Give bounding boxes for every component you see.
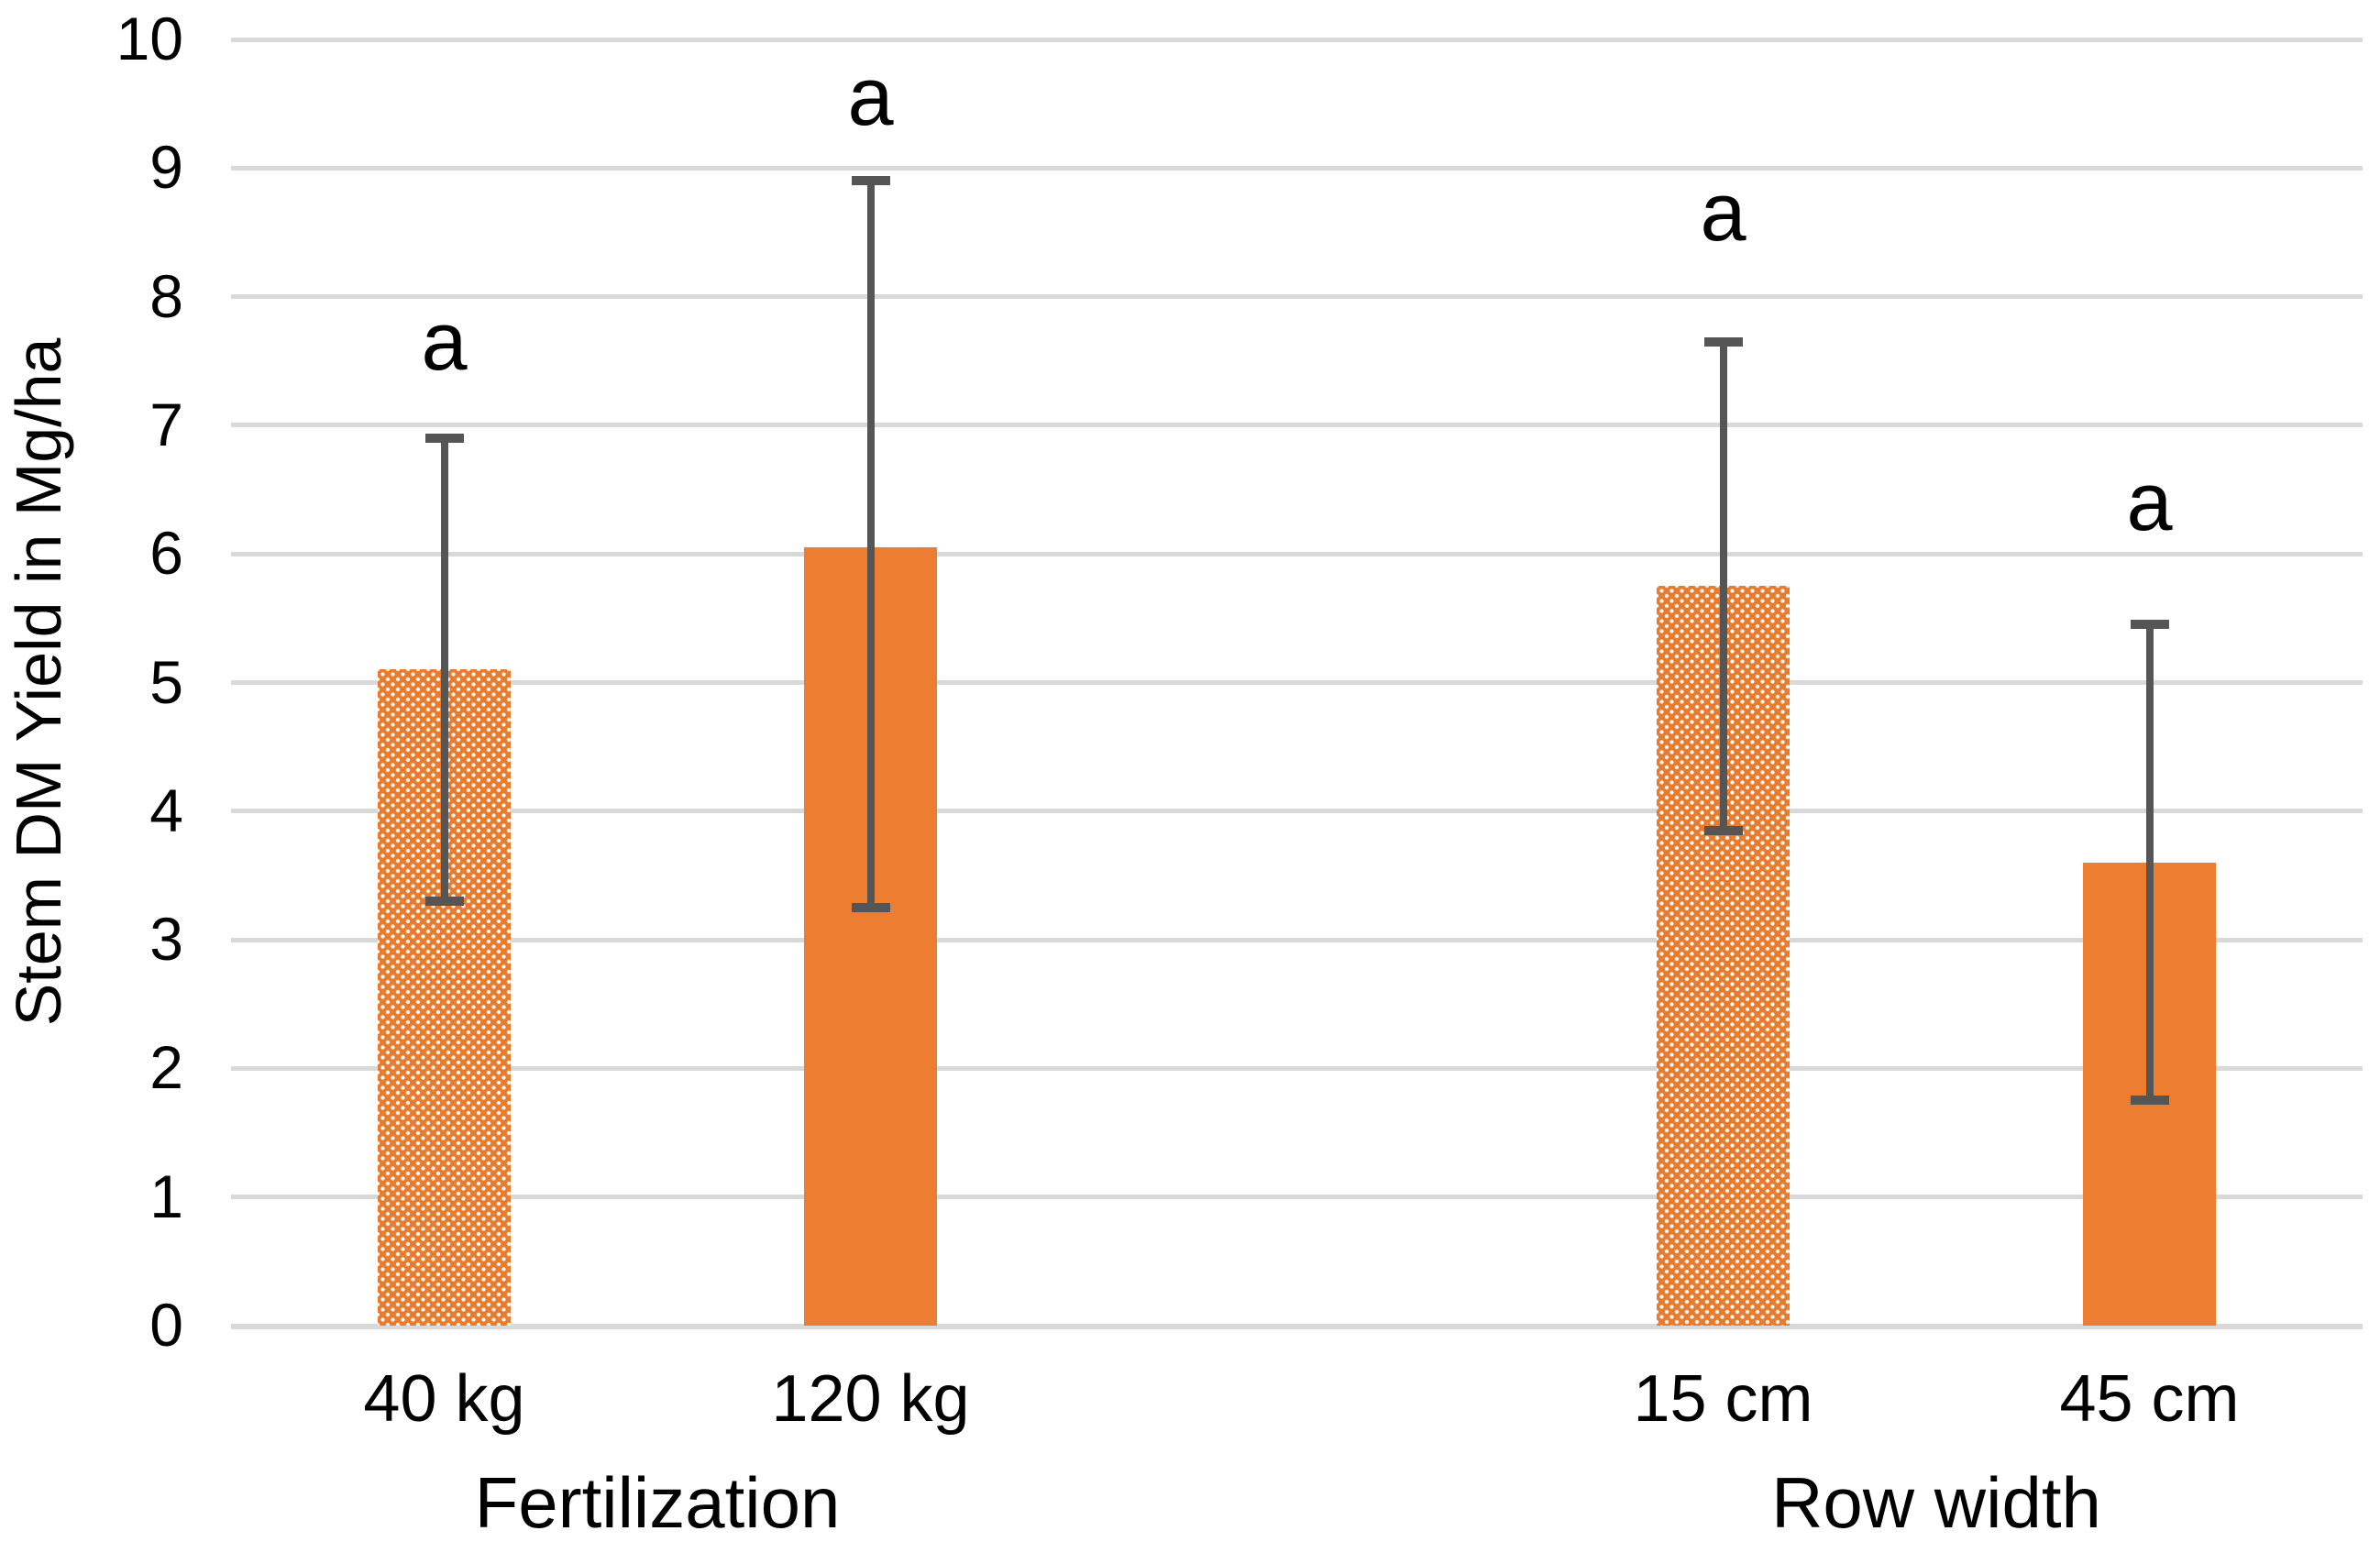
gridline	[231, 37, 2363, 42]
group-label: Row width	[1771, 1462, 2101, 1543]
gridline	[231, 1195, 2363, 1200]
gridline	[231, 809, 2363, 814]
gridline	[231, 294, 2363, 300]
error-bar-cap-bottom	[851, 903, 890, 913]
error-bar-cap-bottom	[1703, 825, 1743, 835]
y-tick-label: 2	[149, 1033, 183, 1102]
y-tick-label: 3	[149, 905, 183, 974]
gridline	[231, 1323, 2363, 1329]
y-tick-label: 1	[149, 1162, 183, 1230]
error-bar-cap-bottom	[424, 897, 464, 906]
error-bar-line	[440, 437, 448, 901]
gridline	[231, 165, 2363, 171]
significance-letter: a	[1700, 167, 1746, 259]
category-label: 45 cm	[2059, 1362, 2240, 1436]
significance-letter: a	[2126, 457, 2173, 549]
y-tick-label: 6	[149, 519, 183, 588]
error-bar-cap-top	[851, 176, 890, 186]
y-tick-label: 5	[149, 647, 183, 716]
gridline	[231, 423, 2363, 428]
error-bar-cap-top	[2130, 620, 2169, 630]
error-bar-line	[1719, 341, 1727, 831]
category-label: 15 cm	[1633, 1362, 1813, 1436]
y-tick-label: 10	[116, 5, 183, 72]
category-label: 40 kg	[363, 1362, 525, 1436]
gridline	[231, 680, 2363, 685]
gridline	[231, 937, 2363, 942]
significance-letter: a	[421, 295, 468, 388]
category-label: 120 kg	[771, 1362, 970, 1436]
error-bar-line	[2145, 624, 2154, 1101]
error-bar-cap-top	[424, 433, 464, 443]
significance-letter: a	[847, 51, 894, 144]
error-bar-cap-top	[1703, 336, 1743, 347]
y-tick-label: 4	[149, 776, 183, 844]
y-tick-label: 7	[149, 390, 183, 458]
y-tick-label: 0	[149, 1291, 183, 1359]
y-tick-label: 8	[149, 261, 183, 330]
error-bar-cap-bottom	[2130, 1096, 2169, 1106]
gridline	[231, 1065, 2363, 1071]
group-label: Fertilization	[474, 1462, 841, 1543]
y-tick-label: 9	[149, 133, 183, 202]
gridline	[231, 551, 2363, 556]
error-bar-line	[866, 181, 875, 909]
